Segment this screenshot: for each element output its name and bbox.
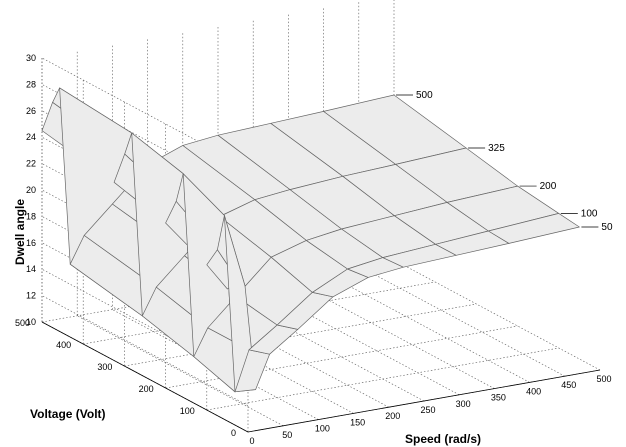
floor-grid-line [182,296,389,408]
surface-patch [488,213,580,244]
curve-label: 325 [488,143,505,154]
z-tick-label: 20 [26,185,36,195]
z-tick-label: 12 [26,291,36,301]
z-tick-label: 30 [26,53,36,63]
y-tick-label: 0 [231,428,236,438]
x-tick-label: 400 [526,386,541,396]
y-tick-label: 100 [180,406,195,416]
floor-grid-line [217,290,425,402]
x-axis-title: Speed (rad/s) [405,432,481,446]
floor-grid-line [206,347,559,411]
y-axis-title: Voltage (Volt) [30,407,106,421]
x-tick-label: 350 [491,393,506,403]
z-tick-label: 10 [26,317,36,327]
floor-grid-line [288,278,495,389]
curve-label: 100 [581,208,598,219]
z-tick-label: 28 [26,79,36,89]
x-tick-label: 250 [420,405,435,415]
floor-grid-line [253,284,460,396]
floor-edge [247,369,601,433]
z-axis-title: Dwell angle [13,199,27,265]
floor-grid-line [124,303,477,367]
floor-grid-line [77,315,284,427]
x-tick-label: 100 [315,424,330,434]
x-tick-label: 450 [561,380,576,390]
y-tick-label: 300 [97,362,112,372]
x-tick-label: 200 [385,411,400,421]
y-tick-label: 400 [56,340,71,350]
z-tick-label: 18 [26,211,36,221]
y-tick-label: 200 [139,384,154,394]
z-tick-label: 16 [26,238,36,248]
z-tick-label: 22 [26,159,36,169]
curve-label: 200 [540,181,557,192]
z-grid-line [41,295,249,406]
y-tick-label: 500 [15,318,30,328]
x-tick-label: 0 [249,436,254,446]
z-tick-label: 24 [26,132,36,142]
x-tick-label: 50 [282,430,292,440]
x-tick-label: 150 [350,417,365,427]
curve-label: 50 [601,222,613,233]
curve-label: 500 [416,90,433,101]
x-tick-label: 300 [456,399,471,409]
floor-edge [41,321,249,433]
z-tick-label: 26 [26,106,36,116]
floor-grid-line [358,265,565,377]
z-tick-label: 14 [26,264,36,274]
floor-grid-line [323,272,530,383]
floor-grid-line [393,259,601,371]
x-tick-label: 500 [596,374,611,384]
